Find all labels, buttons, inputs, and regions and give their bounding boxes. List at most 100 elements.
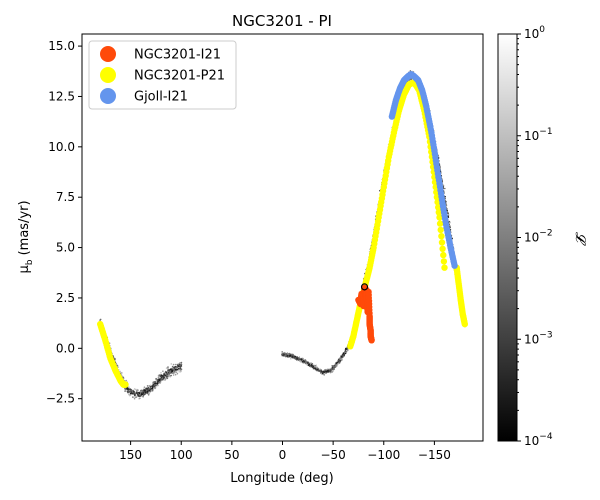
colorbar-tick-label: 100 [524,25,545,41]
density-point [126,387,128,390]
density-point [180,368,182,371]
density-point [128,386,130,388]
y-tick-label: 12.5 [48,89,75,103]
density-point [131,390,134,393]
density-point [444,187,446,190]
density-point [448,222,451,224]
density-point [283,354,286,356]
point-ngc3201-p21 [437,226,444,234]
density-point [287,355,289,357]
density-point [133,392,135,395]
density-point [119,371,122,373]
density-point [325,368,327,371]
y-axis-label: μb (mas/yr) [17,200,35,273]
colorbar-tick-label: 10−1 [524,127,553,143]
point-ngc3201-p21 [440,258,448,265]
density-point [165,371,167,373]
legend-box [88,40,237,110]
density-point [162,370,164,373]
density-point [168,368,170,371]
legend-marker-ngc3201-p21 [100,67,116,83]
legend-label-ngc3201-i21: NGC3201-I21 [134,48,221,63]
density-point [289,355,291,357]
colorbar: 100 10−1 10−2 10−3 10−4 𝓛 [497,25,588,448]
x-tick-label: 50 [224,448,239,462]
density-point [310,362,312,364]
point-ngc3201-p21 [122,381,129,388]
density-point [147,394,150,396]
y-tick-label: 0.0 [56,341,75,355]
density-point [311,362,314,365]
cluster-marker [360,283,369,291]
colorbar-tick-label: 10−3 [524,330,553,346]
density-point [179,364,181,367]
density-point [172,363,175,366]
density-point [147,389,149,392]
density-point [142,395,144,398]
point-gjoll-i21 [451,262,458,269]
density-point [444,195,446,198]
density-point [172,372,175,374]
density-point [172,374,175,376]
colorbar-tick-label: 10−2 [524,229,553,245]
density-point [337,363,339,365]
legend: NGC3201-I21 NGC3201-P21 Gjoll-I21 [88,40,237,110]
density-point [149,387,152,389]
density-point [335,365,338,367]
density-point [281,351,284,353]
density-point [160,372,162,374]
density-point [148,392,150,395]
density-point [179,362,181,364]
density-point [134,388,137,391]
density-point [143,386,146,389]
legend-marker-ngc3201-i21 [100,46,116,62]
x-tick-label: −100 [367,448,400,462]
density-point [167,371,169,374]
point-ngc3201-p21 [436,220,444,227]
density-point [164,374,167,376]
density-point [133,390,135,393]
density-point [410,78,413,81]
density-point [147,391,149,393]
density-point [177,369,180,372]
density-point [445,200,447,203]
density-point [332,369,335,372]
y-tick-label: 15.0 [48,39,75,53]
density-point [158,376,160,379]
point-ngc3201-p21 [435,209,442,216]
density-point [447,214,450,216]
density-point [158,374,161,376]
density-point [180,361,183,364]
x-axis-label: Longitude (deg) [230,471,333,486]
density-point [156,382,159,385]
density-point [323,372,326,375]
density-point [125,379,127,382]
density-point [129,393,132,396]
density-point [154,381,156,384]
density-point [289,353,291,355]
point-ngc3201-p21 [435,204,442,211]
density-point [140,391,142,393]
density-point [296,358,299,360]
density-point [316,367,319,369]
point-ngc3201-i21 [368,337,375,344]
density-point [167,374,170,377]
density-point [340,358,343,361]
legend-label-ngc3201-p21: NGC3201-P21 [134,69,225,84]
density-point [124,390,126,392]
density-point [152,382,154,385]
density-point [121,372,123,374]
point-ngc3201-p21 [461,320,468,328]
density-point [177,368,180,370]
x-tick-label: 150 [119,448,142,462]
y-tick-label: 7.5 [56,190,75,204]
density-point [141,389,143,392]
legend-marker-gjoll-i21 [100,88,116,104]
density-point [171,367,173,370]
density-point [342,352,345,355]
x-axis: 150 100 50 0 −50 −100 −150 [119,441,451,462]
density-point [175,370,178,373]
density-point [304,359,307,362]
density-point [142,392,145,394]
